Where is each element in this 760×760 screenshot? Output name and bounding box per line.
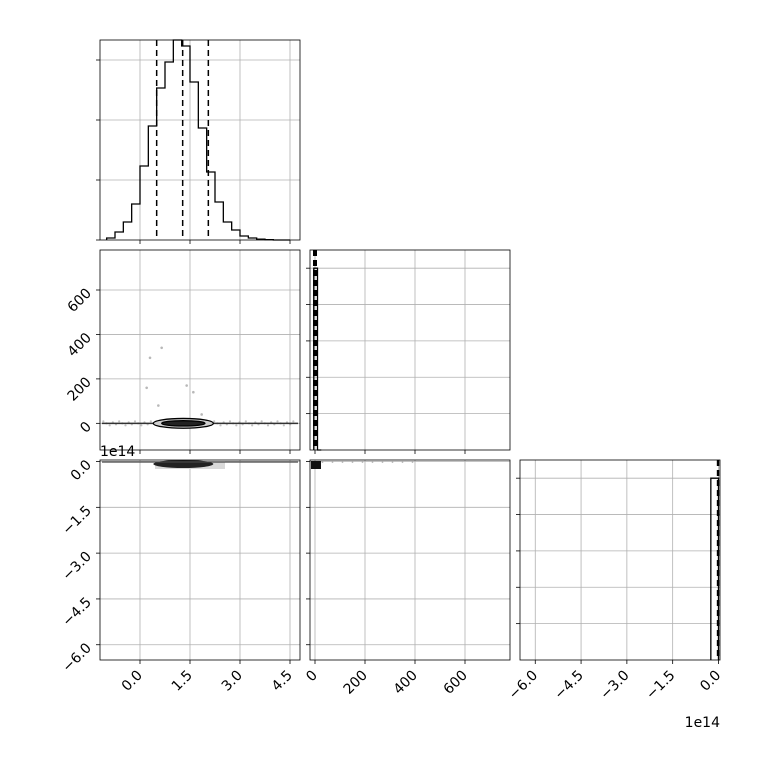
hist-3-xtick-label-0: −6.0	[506, 668, 541, 703]
contour-3-vs-1-contour-core	[153, 460, 214, 468]
hist-1-series	[106, 39, 290, 241]
contour-2-vs-1-sample-37	[219, 424, 222, 427]
contour-2-vs-1-frame	[99, 249, 301, 451]
contour-2-vs-1-sample-7	[124, 424, 127, 427]
hist-3-xtick-label-1: −4.5	[552, 668, 587, 703]
hist-3-xtick-label-4: 0.0	[697, 668, 724, 695]
contour-3-vs-2-sample-9	[411, 461, 414, 463]
contour-3-vs-1-xtick-label-1: 1.5	[169, 668, 196, 695]
contour-3-vs-1-frame	[99, 459, 301, 661]
contour-3-vs-2-sample-6	[381, 461, 384, 463]
contour-3-vs-1-ytick-label-1: −1.5	[59, 503, 94, 538]
contour-2-vs-1-sample-15	[149, 420, 152, 423]
contour-3-vs-2-sample-2	[341, 461, 344, 463]
contour-2-vs-1-outlier-3	[192, 390, 195, 394]
contour-2-vs-1-sample-55	[276, 420, 279, 423]
contour-2-vs-1-sample-35	[213, 420, 216, 423]
contour-3-vs-1-ytick-label-2: −3.0	[59, 549, 94, 584]
contour-3-vs-2-sample-3	[351, 461, 354, 463]
contour-3-vs-2-sample-7	[391, 461, 394, 463]
contour-3-vs-2-xtick-label-2: 400	[391, 668, 421, 698]
contour-3-vs-2-xtick-label-1: 200	[341, 668, 371, 698]
contour-2-vs-1-sample-42	[235, 424, 238, 427]
contour-2-vs-1-sample-5	[118, 420, 121, 423]
contour-2-vs-1-outlier-2	[185, 384, 188, 387]
contour-2-vs-1-sample-40	[228, 420, 232, 423]
contour-2-vs-1-ytick-label-3: 600	[65, 286, 95, 316]
contour-2-vs-1-ytick-label-1: 200	[65, 374, 95, 404]
contour-2-vs-1-sample-0	[102, 420, 105, 423]
contour-2-vs-1-sample-60	[292, 420, 295, 423]
contour-3-vs-2-sample-4	[361, 461, 364, 463]
hist-3-series	[710, 477, 720, 660]
contour-2-vs-1-ytick-label-0: 0	[77, 419, 95, 437]
contour-3-vs-1-ytick-label-3: −4.5	[59, 594, 94, 629]
hist-3-x-offset-label: 1e14	[685, 715, 720, 731]
contour-2-vs-1-sample-2	[108, 424, 111, 427]
contour-2-vs-1-sample-12	[140, 424, 143, 427]
hist-1-frame	[99, 39, 301, 241]
contour-3-vs-1-xtick-label-2: 3.0	[219, 668, 246, 695]
contour-3-vs-1-ytick-label-0: 0.0	[68, 457, 95, 484]
hist-3-xtick-label-2: −3.0	[597, 668, 632, 703]
contour-3-vs-1-xtick-label-3: 4.5	[269, 668, 296, 695]
contour-2-vs-1-sample-45	[244, 420, 247, 423]
contour-3-vs-2-sample-1	[331, 461, 334, 463]
contour-2-vs-1-ytick-label-2: 400	[65, 330, 95, 360]
contour-3-vs-2-sample-5	[371, 461, 374, 463]
contour-3-vs-2-xtick-label-3: 600	[441, 668, 471, 698]
contour-2-vs-1-sample-52	[266, 424, 270, 427]
contour-2-vs-1-sample-10	[133, 420, 137, 423]
contour-2-vs-1-outlier-0	[148, 356, 152, 360]
contour-3-vs-2-xtick-label-0: 0	[303, 668, 321, 686]
hist-3-xtick-label-3: −1.5	[643, 668, 678, 703]
hist-2-frame	[309, 249, 511, 451]
contour-3-vs-2-sample-8	[401, 461, 404, 463]
contour-3-vs-1-y-offset-label: 1e14	[100, 444, 135, 460]
contour-2-vs-1-outlier-6	[157, 404, 160, 407]
contour-2-vs-1-sample-47	[251, 424, 254, 427]
contour-3-vs-1-ytick-label-4: −6.0	[59, 640, 94, 675]
contour-2-vs-1-contour-inner	[161, 420, 206, 427]
contour-3-vs-1-xtick-label-0: 0.0	[119, 668, 146, 695]
contour-2-vs-1-sample-57	[282, 424, 285, 427]
hist-3-frame	[519, 459, 721, 661]
contour-3-vs-2-cluster	[311, 461, 321, 469]
contour-3-vs-2-sample-0	[321, 461, 324, 463]
contour-2-vs-1-outlier-4	[145, 386, 148, 390]
contour-3-vs-2-frame	[309, 459, 511, 661]
contour-2-vs-1-outlier-5	[200, 413, 203, 416]
contour-2-vs-1-outlier-1	[160, 346, 163, 350]
contour-2-vs-1-sample-50	[260, 420, 263, 423]
